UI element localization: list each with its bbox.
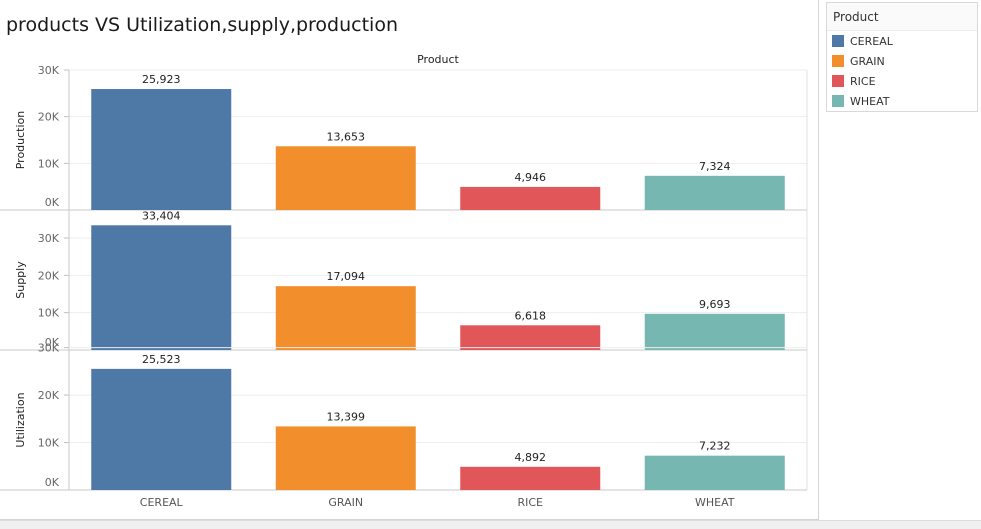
chart-title: products VS Utilization,supply,productio… [6, 14, 399, 36]
bar-supply-wheat [644, 313, 785, 350]
bar-utilization-wheat [644, 455, 785, 490]
data-label: 4,946 [515, 171, 547, 184]
data-label: 13,399 [327, 410, 366, 423]
y-tick-label: 0K [45, 336, 60, 349]
y-tick-label: 10K [38, 437, 60, 450]
y-tick-label: 20K [38, 269, 60, 282]
y-tick-label: 10K [38, 307, 60, 320]
y-tick-label: 20K [38, 389, 60, 402]
bar-production-grain [275, 146, 416, 210]
legend-label: WHEAT [850, 94, 890, 108]
data-label: 17,094 [327, 270, 366, 283]
bar-utilization-cereal [91, 368, 232, 490]
bar-supply-cereal [91, 225, 232, 350]
bar-chart: Product 0K 10K 20K 30K 25,923 13,653 4,946 7,324… [0, 53, 808, 509]
legend-label: CEREAL [850, 34, 893, 48]
bar-utilization-rice [460, 466, 601, 490]
bar-supply-rice [460, 325, 601, 350]
legend-title: Product [827, 3, 977, 31]
data-label: 6,618 [515, 309, 547, 322]
legend-item-rice[interactable]: RICE [827, 71, 977, 91]
x-tick-label: WHEAT [695, 496, 735, 509]
data-label: 9,693 [699, 298, 731, 311]
data-label: 33,404 [142, 209, 181, 222]
data-label: 25,523 [142, 353, 181, 366]
legend-item-wheat[interactable]: WHEAT [827, 91, 977, 111]
x-tick-label: CEREAL [140, 496, 184, 509]
bar-production-wheat [644, 175, 785, 210]
legend-item-grain[interactable]: GRAIN [827, 51, 977, 71]
data-label: 7,232 [699, 440, 731, 453]
legend-swatch [832, 95, 844, 107]
panel-label-production: Production [14, 111, 27, 170]
bar-production-rice [460, 186, 601, 210]
legend: Product CEREAL GRAIN RICE WHEAT [826, 2, 978, 112]
bottom-scroll-strip [0, 520, 981, 529]
x-tick-label: RICE [517, 496, 543, 509]
y-tick-label: 30K [38, 64, 60, 77]
legend-label: RICE [850, 74, 876, 88]
legend-label: GRAIN [850, 54, 885, 68]
bar-supply-grain [275, 286, 416, 350]
y-tick-label: 20K [38, 111, 60, 124]
data-label: 4,892 [515, 451, 547, 464]
y-tick-label: 10K [38, 157, 60, 170]
x-tick-label: GRAIN [328, 496, 363, 509]
legend-swatch [832, 35, 844, 47]
panel-label-supply: Supply [14, 261, 27, 299]
y-tick-label: 0K [45, 196, 60, 209]
legend-item-cereal[interactable]: CEREAL [827, 31, 977, 51]
panel-label-utilization: Utilization [14, 392, 27, 447]
chart-view: products VS Utilization,supply,productio… [0, 0, 819, 520]
y-tick-label: 30K [38, 232, 60, 245]
legend-swatch [832, 75, 844, 87]
bar-utilization-grain [275, 426, 416, 490]
bar-production-cereal [91, 89, 232, 210]
column-header: Product [417, 53, 459, 66]
data-label: 13,653 [327, 130, 366, 143]
data-label: 7,324 [699, 160, 731, 173]
data-label: 25,923 [142, 73, 181, 86]
y-tick-label: 0K [45, 476, 60, 489]
y-tick-label: 30K [38, 342, 60, 355]
legend-swatch [832, 55, 844, 67]
